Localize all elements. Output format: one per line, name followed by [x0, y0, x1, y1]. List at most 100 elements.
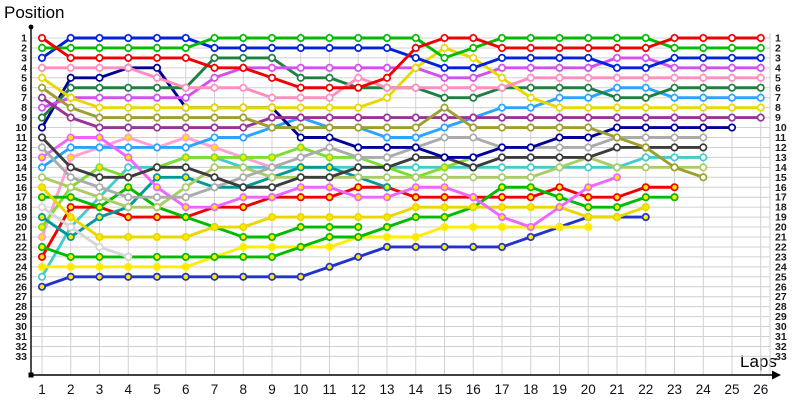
- lap-marker: [440, 123, 449, 132]
- lap-marker: [210, 143, 219, 152]
- lap-marker: [411, 53, 420, 62]
- lap-marker: [584, 53, 593, 62]
- lap-marker: [267, 193, 277, 202]
- lap-marker: [95, 113, 104, 122]
- series-car-15: [37, 153, 708, 212]
- x-tick: 14: [408, 382, 424, 397]
- x-tick: 9: [268, 382, 276, 397]
- lap-marker: [239, 33, 248, 43]
- series-line-car-12: [40, 136, 705, 199]
- lap-marker: [469, 113, 478, 122]
- lap-marker: [66, 173, 75, 182]
- lap-marker: [124, 203, 133, 212]
- lap-marker: [296, 223, 305, 232]
- lap-marker: [95, 43, 104, 53]
- x-tick: 1: [38, 382, 46, 397]
- x-tick: 3: [96, 382, 104, 397]
- lap-marker: [210, 83, 219, 92]
- lap-marker: [95, 203, 104, 212]
- lap-marker: [354, 83, 363, 92]
- lap-marker: [325, 163, 334, 172]
- lap-marker: [699, 63, 708, 72]
- series-car-06: [37, 83, 708, 182]
- lap-marker: [497, 103, 507, 112]
- lap-marker: [641, 53, 650, 62]
- series-line-car-03: [40, 36, 763, 70]
- x-tick: 2: [67, 382, 75, 397]
- y-tick-right: 6: [775, 82, 781, 94]
- lap-marker: [382, 143, 392, 152]
- series-car-07: [37, 93, 765, 132]
- lap-marker: [584, 43, 593, 53]
- y-tick-left: 12: [15, 142, 27, 154]
- y-tick-right: 16: [775, 182, 787, 194]
- lap-marker: [325, 242, 334, 252]
- lap-marker: [124, 43, 133, 53]
- lap-marker: [411, 193, 420, 202]
- lap-marker: [699, 73, 708, 82]
- lap-marker: [469, 93, 478, 102]
- lap-marker: [756, 103, 765, 112]
- lap-marker: [267, 73, 277, 82]
- lap-marker: [296, 63, 305, 72]
- lap-marker: [382, 63, 392, 72]
- x-tick: 13: [379, 382, 394, 397]
- lap-marker: [152, 173, 162, 182]
- lap-marker: [325, 93, 334, 102]
- lap-marker: [497, 173, 507, 182]
- series-line-car-20: [40, 145, 475, 229]
- lap-marker: [641, 123, 650, 132]
- lap-marker: [124, 33, 133, 43]
- lap-marker: [699, 163, 708, 172]
- lap-marker: [66, 272, 75, 281]
- lap-marker: [699, 173, 708, 182]
- lap-marker: [354, 213, 363, 222]
- lap-marker: [37, 203, 47, 212]
- lap-marker: [612, 103, 622, 112]
- lap-marker: [210, 33, 219, 43]
- lap-marker: [325, 193, 334, 202]
- lap-marker: [641, 33, 650, 43]
- lap-marker: [469, 153, 478, 162]
- lap-marker: [354, 143, 363, 152]
- y-tick-left: 20: [15, 222, 27, 234]
- lap-marker: [584, 93, 593, 102]
- lap-marker: [641, 163, 650, 172]
- y-tick-left: 19: [15, 212, 27, 224]
- lap-marker: [382, 173, 392, 182]
- lap-marker: [152, 232, 162, 242]
- lap-marker: [440, 213, 449, 222]
- lap-marker: [239, 163, 248, 172]
- y-tick-left: 8: [21, 102, 27, 114]
- lap-marker: [210, 133, 219, 142]
- y-tick-right: 17: [775, 192, 787, 204]
- lap-marker: [325, 103, 334, 112]
- lap-marker: [124, 133, 133, 142]
- lap-marker: [526, 43, 535, 53]
- lap-marker: [37, 143, 47, 152]
- y-tick-left: 27: [15, 291, 27, 303]
- lap-marker: [124, 173, 133, 182]
- y-tick-left: 3: [21, 52, 27, 64]
- lap-marker: [296, 43, 305, 53]
- lap-marker: [267, 123, 277, 132]
- lap-marker: [210, 223, 219, 232]
- lap-marker: [267, 272, 277, 281]
- lap-marker: [296, 123, 305, 132]
- lap-marker: [267, 113, 277, 122]
- lap-marker: [37, 33, 47, 43]
- lap-marker: [66, 163, 75, 172]
- lap-marker: [756, 43, 765, 53]
- lap-marker: [95, 33, 104, 43]
- lap-marker: [325, 183, 334, 192]
- lap-marker: [239, 83, 248, 92]
- lap-marker: [124, 53, 133, 62]
- lap-marker: [267, 93, 277, 102]
- lap-marker: [411, 83, 420, 92]
- lap-marker: [296, 33, 305, 43]
- lap-marker: [497, 63, 507, 72]
- lap-marker: [440, 173, 449, 182]
- lap-marker: [354, 223, 363, 232]
- series-markers-car-06: [37, 83, 708, 182]
